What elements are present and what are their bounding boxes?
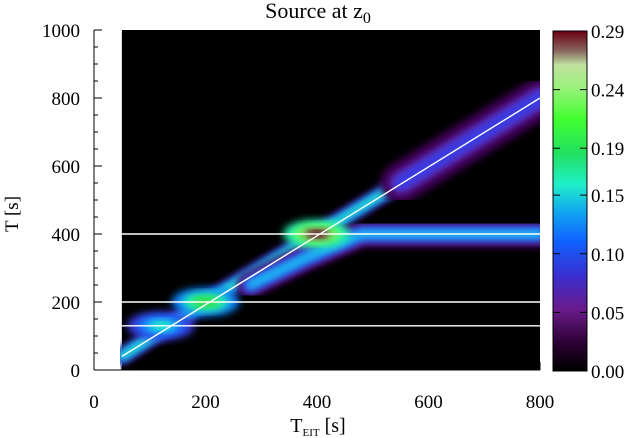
colorbar-tick-label: 0.24 xyxy=(591,81,625,102)
chart-title: Source at z0 xyxy=(265,0,371,27)
y-tick-label: 0 xyxy=(71,361,81,382)
chart-title-main: Source at z xyxy=(265,0,363,23)
colorbar-ticks: 0.29 0.24 0.19 0.15 0.10 0.05 0.00 xyxy=(553,22,625,383)
y-tick-label: 1000 xyxy=(42,21,80,42)
colorbar-tick-label: 0.10 xyxy=(591,245,624,266)
colorbar-tick-label: 0.19 xyxy=(591,139,624,160)
overlay-lines xyxy=(121,97,541,357)
x-tick-label: 200 xyxy=(191,392,220,413)
x-axis-label-unit: [s] xyxy=(320,415,346,437)
x-axis-label-subscript: EIT xyxy=(303,427,320,438)
chart-title-subscript: 0 xyxy=(363,10,371,27)
colorbar-tick-label: 0.15 xyxy=(591,186,624,207)
colorbar-tick-label: 0.05 xyxy=(591,303,624,324)
y-tick-label: 200 xyxy=(52,293,81,314)
y-tick-label: 400 xyxy=(52,225,81,246)
x-tick-label: 400 xyxy=(303,392,332,413)
x-tick-label: 800 xyxy=(526,392,555,413)
colorbar xyxy=(552,30,588,372)
x-tick-label: 600 xyxy=(414,392,443,413)
y-tick-label: 600 xyxy=(52,157,81,178)
axes: 0 200 400 600 800 0 200 400 600 800 1000 xyxy=(42,21,554,413)
x-axis-label: TEIT [s] xyxy=(290,415,345,438)
overlay-diagonal-line xyxy=(121,97,541,357)
x-tick-label: 0 xyxy=(89,392,99,413)
x-axis-label-main: T xyxy=(290,415,302,437)
heatmap xyxy=(120,30,540,370)
y-tick-label: 800 xyxy=(52,89,81,110)
colorbar-tick-label: 0.29 xyxy=(591,22,624,43)
y-axis-label: T [s] xyxy=(2,196,23,232)
colorbar-tick-label: 0.00 xyxy=(591,362,624,383)
